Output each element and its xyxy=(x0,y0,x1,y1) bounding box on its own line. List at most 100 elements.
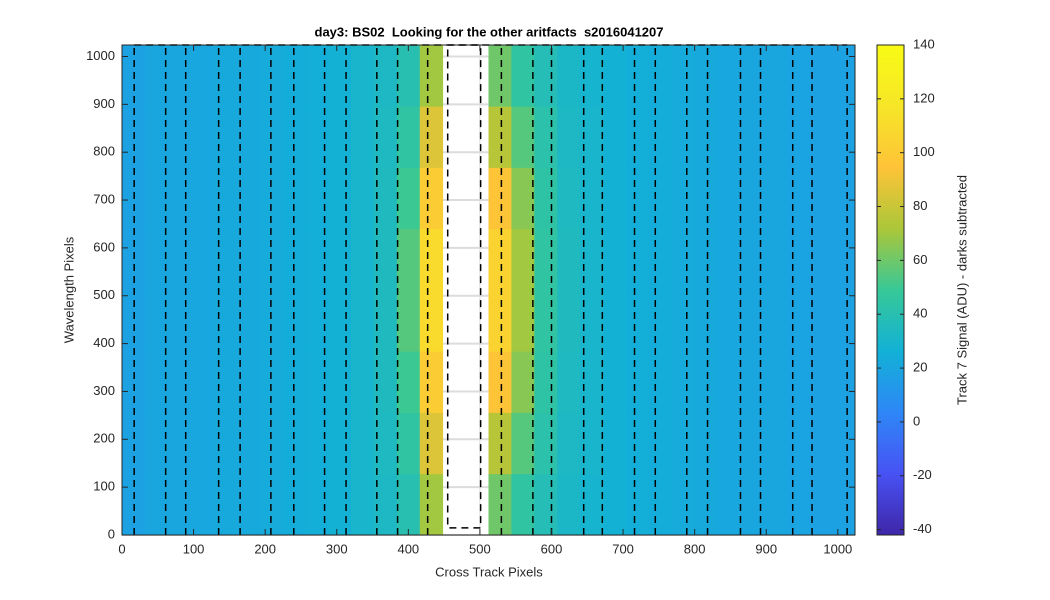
heatmap-cell xyxy=(144,106,169,168)
heatmap-cell xyxy=(373,45,398,107)
heatmap-cell xyxy=(167,167,192,230)
colorbar-tick-label: 80 xyxy=(913,198,927,213)
heatmap-cell xyxy=(351,473,375,536)
heatmap-cell xyxy=(534,228,558,291)
heatmap-cell xyxy=(625,473,650,536)
heatmap-cell xyxy=(786,167,810,230)
heatmap-cell xyxy=(190,412,215,475)
heatmap-cell xyxy=(167,290,192,352)
heatmap-cell xyxy=(671,351,696,413)
heatmap-cell xyxy=(717,351,741,413)
heatmap-cell xyxy=(580,412,604,475)
heatmap-cell xyxy=(190,106,215,168)
heatmap-cell xyxy=(328,45,352,107)
colorbar-tick-label: 20 xyxy=(913,360,927,375)
y-tick-label: 500 xyxy=(93,287,115,302)
heatmap-cell xyxy=(488,290,512,352)
heatmap-cell xyxy=(786,473,810,536)
heatmap-cell xyxy=(144,473,169,536)
heatmap-cell xyxy=(259,228,283,291)
heatmap-cell xyxy=(557,228,581,291)
heatmap-cell xyxy=(259,290,283,352)
heatmap-cell xyxy=(832,228,856,291)
x-tick-label: 900 xyxy=(755,541,777,556)
heatmap-cell xyxy=(580,351,604,413)
x-tick-label: 0 xyxy=(118,541,125,556)
heatmap-cell xyxy=(580,473,604,536)
heatmap-cell xyxy=(190,228,215,291)
heatmap-cell xyxy=(625,351,650,413)
heatmap-cell xyxy=(511,473,535,536)
heatmap-cell xyxy=(259,351,283,413)
heatmap-cell xyxy=(557,106,581,168)
heatmap-cell xyxy=(396,351,421,413)
heatmap-cell xyxy=(190,290,215,352)
heatmap-cell xyxy=(809,167,833,230)
heatmap-cell xyxy=(809,290,833,352)
heatmap-cell xyxy=(717,167,741,230)
heatmap-cell xyxy=(534,106,558,168)
colorbar-tick-label: 120 xyxy=(913,90,935,105)
heatmap-cell xyxy=(213,290,237,352)
heatmap-cell xyxy=(511,412,535,475)
x-tick-label: 400 xyxy=(397,541,419,556)
heatmap-cell xyxy=(396,228,421,291)
heatmap-cell xyxy=(144,351,169,413)
heatmap-cell xyxy=(167,473,192,536)
heatmap-cell xyxy=(488,351,512,413)
heatmap-cell xyxy=(740,290,764,352)
heatmap-cell xyxy=(557,290,581,352)
y-tick-label: 600 xyxy=(93,239,115,254)
colorbar-tick-label: 0 xyxy=(913,413,920,428)
heatmap-cell xyxy=(282,412,306,475)
heatmap-cell xyxy=(671,473,696,536)
heatmap-cell xyxy=(694,290,718,352)
heatmap-cell xyxy=(373,106,398,168)
heatmap-cell xyxy=(648,290,673,352)
heatmap-cell xyxy=(373,351,398,413)
heatmap-cell xyxy=(236,351,260,413)
heatmap-cell xyxy=(648,351,673,413)
heatmap-cell xyxy=(603,45,627,107)
heatmap-cell xyxy=(328,412,352,475)
heatmap-cell xyxy=(305,228,329,291)
y-tick-label: 900 xyxy=(93,96,115,111)
colorbar-tick-label: 60 xyxy=(913,252,927,267)
heatmap-cell xyxy=(213,106,237,168)
heatmap-cell xyxy=(557,351,581,413)
heatmap-cell xyxy=(694,45,718,107)
heatmap-cell xyxy=(511,351,535,413)
heatmap-cell xyxy=(351,412,375,475)
y-tick-label: 400 xyxy=(93,335,115,350)
heatmap-cell xyxy=(832,45,856,107)
heatmap-cell xyxy=(648,228,673,291)
heatmap-cell xyxy=(694,106,718,168)
chart-title: day3: BS02 Looking for the other aritfac… xyxy=(315,24,664,39)
heatmap-cell xyxy=(763,473,787,536)
heatmap-cell xyxy=(534,412,558,475)
heatmap-cell xyxy=(190,473,215,536)
heatmap-cell xyxy=(694,228,718,291)
heatmap-cell xyxy=(671,290,696,352)
heatmap-cell xyxy=(832,290,856,352)
heatmap-cell xyxy=(786,228,810,291)
heatmap-cell xyxy=(763,167,787,230)
heatmap-cell xyxy=(557,45,581,107)
heatmap-cell xyxy=(213,351,237,413)
heatmap-cell xyxy=(809,45,833,107)
heatmap-cell xyxy=(259,412,283,475)
heatmap-cell xyxy=(144,167,169,230)
heatmap-cell xyxy=(763,45,787,107)
heatmap-cell xyxy=(122,412,146,475)
y-tick-label: 0 xyxy=(108,526,115,541)
heatmap-cell xyxy=(580,167,604,230)
heatmap-cell xyxy=(373,473,398,536)
heatmap-cell xyxy=(809,228,833,291)
heatmap-cell xyxy=(625,228,650,291)
heatmap-cell xyxy=(786,351,810,413)
heatmap-cell xyxy=(419,228,444,291)
heatmap-cell xyxy=(534,167,558,230)
heatmap-cell xyxy=(671,412,696,475)
heatmap-cell xyxy=(832,167,856,230)
